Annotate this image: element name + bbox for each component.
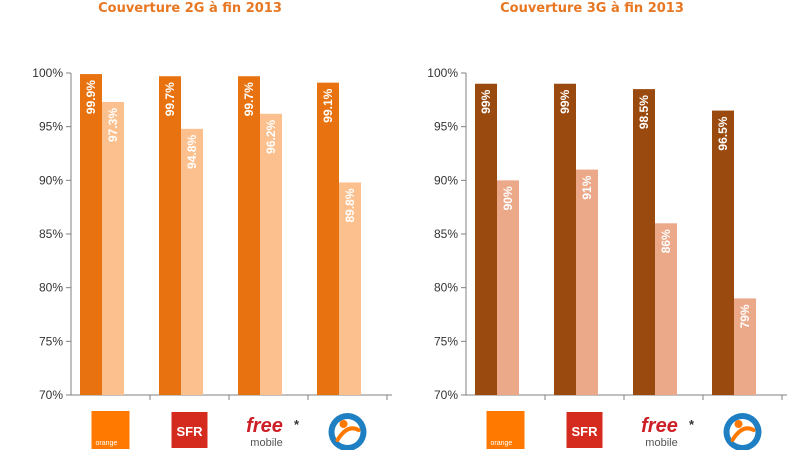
- bar-value-label: 96.2%: [264, 119, 278, 153]
- bouygues-telecom-logo: [328, 413, 367, 450]
- bar: [102, 101, 124, 395]
- y-tick-label: 85%: [39, 227, 63, 241]
- sfr-logo: SFR: [171, 412, 208, 448]
- orange-square: [486, 411, 525, 449]
- bar: [238, 76, 260, 395]
- bar: [734, 298, 756, 395]
- mobile-logo-text: mobile: [250, 437, 282, 449]
- y-tick-label: 95%: [39, 120, 63, 134]
- bar: [159, 76, 181, 395]
- bar-value-label: 99.9%: [84, 80, 98, 114]
- y-tick-label: 90%: [434, 173, 458, 187]
- bar: [80, 74, 102, 395]
- bar-value-label: 99.7%: [163, 82, 177, 116]
- bar-value-label: 97.3%: [106, 108, 120, 142]
- bar: [576, 169, 598, 395]
- bar-value-label: 79%: [738, 304, 752, 328]
- free-logo-text: free: [246, 415, 283, 437]
- orange-logo-text: orange: [96, 440, 118, 447]
- bar: [317, 82, 339, 395]
- sfr-logo: SFR: [566, 412, 603, 448]
- chart-title: Couverture 2G à fin 2013: [98, 1, 282, 16]
- bar-value-label: 98.5%: [637, 95, 651, 129]
- bouygues-figure: [335, 426, 361, 442]
- y-tick-label: 95%: [434, 120, 458, 134]
- orange-square: [91, 411, 130, 449]
- y-tick-label: 100%: [427, 66, 458, 80]
- free-logo-text: free: [641, 415, 678, 437]
- y-tick-label: 80%: [39, 281, 63, 295]
- bar: [633, 89, 655, 395]
- y-tick-label: 70%: [434, 388, 458, 402]
- bar-value-label: 96.5%: [716, 116, 730, 150]
- y-tick-label: 80%: [434, 281, 458, 295]
- bar-value-label: 86%: [659, 229, 673, 253]
- bar: [181, 128, 203, 395]
- chart-2g: Couverture 2G à fin 2013 70% 75% 80% 85% 90% 9…: [32, 1, 392, 450]
- bar: [554, 83, 576, 395]
- bar-value-label: 91%: [580, 175, 594, 199]
- orange-logo-text: orange: [491, 440, 513, 447]
- bar-value-label: 90%: [501, 186, 515, 210]
- bar-value-label: 94.8%: [185, 134, 199, 168]
- bar: [475, 83, 497, 395]
- bouygues-telecom-logo: [723, 413, 762, 450]
- y-tick-label: 90%: [39, 173, 63, 187]
- sfr-square: [566, 412, 603, 448]
- bouygues-head: [734, 420, 743, 428]
- y-tick-label: 75%: [39, 334, 63, 348]
- y-tick-label: 70%: [39, 388, 63, 402]
- sfr-logo-text: SFR: [177, 424, 204, 439]
- bouygues-head: [339, 420, 348, 428]
- chart-3g: Couverture 3G à fin 2013 70% 75% 80% 85% 90% 9…: [427, 1, 787, 450]
- orange-logo: orange: [486, 411, 525, 449]
- bouygues-figure: [730, 426, 756, 442]
- bar: [655, 223, 677, 395]
- bar-value-label: 99%: [558, 89, 572, 113]
- bar: [260, 113, 282, 395]
- bar: [712, 110, 734, 396]
- mobile-logo-text: mobile: [645, 437, 677, 449]
- chart-title: Couverture 3G à fin 2013: [500, 1, 684, 16]
- bar: [339, 182, 361, 395]
- sfr-logo-text: SFR: [572, 424, 599, 439]
- bar-value-label: 99%: [479, 89, 493, 113]
- bar-value-label: 89.8%: [343, 188, 357, 222]
- y-tick-label: 100%: [32, 66, 63, 80]
- y-tick-label: 85%: [434, 227, 458, 241]
- bar-value-label: 99.7%: [242, 82, 256, 116]
- asterisk-mark: *: [689, 417, 695, 432]
- y-tick-label: 75%: [434, 334, 458, 348]
- sfr-square: [171, 412, 208, 448]
- bar-value-label: 99.1%: [321, 88, 335, 122]
- orange-logo: orange: [91, 411, 130, 449]
- bar: [497, 180, 519, 395]
- asterisk-mark: *: [294, 417, 300, 432]
